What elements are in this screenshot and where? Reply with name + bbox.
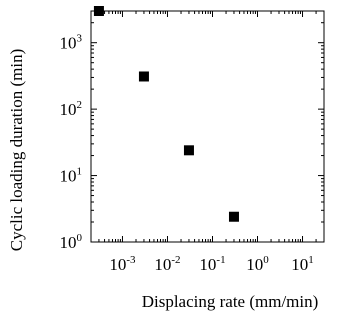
x-tick-label: 100 [246, 254, 269, 274]
y-tick-label: 103 [60, 33, 83, 53]
plot-frame [90, 10, 325, 243]
data-point [93, 6, 104, 16]
data-point [138, 71, 149, 82]
y-tick-label: 101 [60, 166, 83, 186]
data-points [93, 6, 239, 222]
y-ticks: 100 101 102 103 [60, 22, 324, 252]
data-point [183, 145, 194, 156]
x-tick-label: 10-2 [154, 254, 180, 274]
data-point [228, 211, 239, 222]
y-tick-label: 102 [60, 99, 83, 119]
y-tick-label: 100 [60, 232, 83, 252]
y-axis-label: Cyclic loading duration (min) [7, 49, 26, 252]
x-ticks: 10-3 10-2 10-1 100 101 [98, 11, 317, 274]
x-tick-label: 10-1 [199, 254, 225, 274]
x-tick-label: 101 [291, 254, 314, 274]
x-axis-label: Displacing rate (mm/min) [142, 292, 319, 311]
x-tick-label: 10-3 [109, 254, 136, 274]
